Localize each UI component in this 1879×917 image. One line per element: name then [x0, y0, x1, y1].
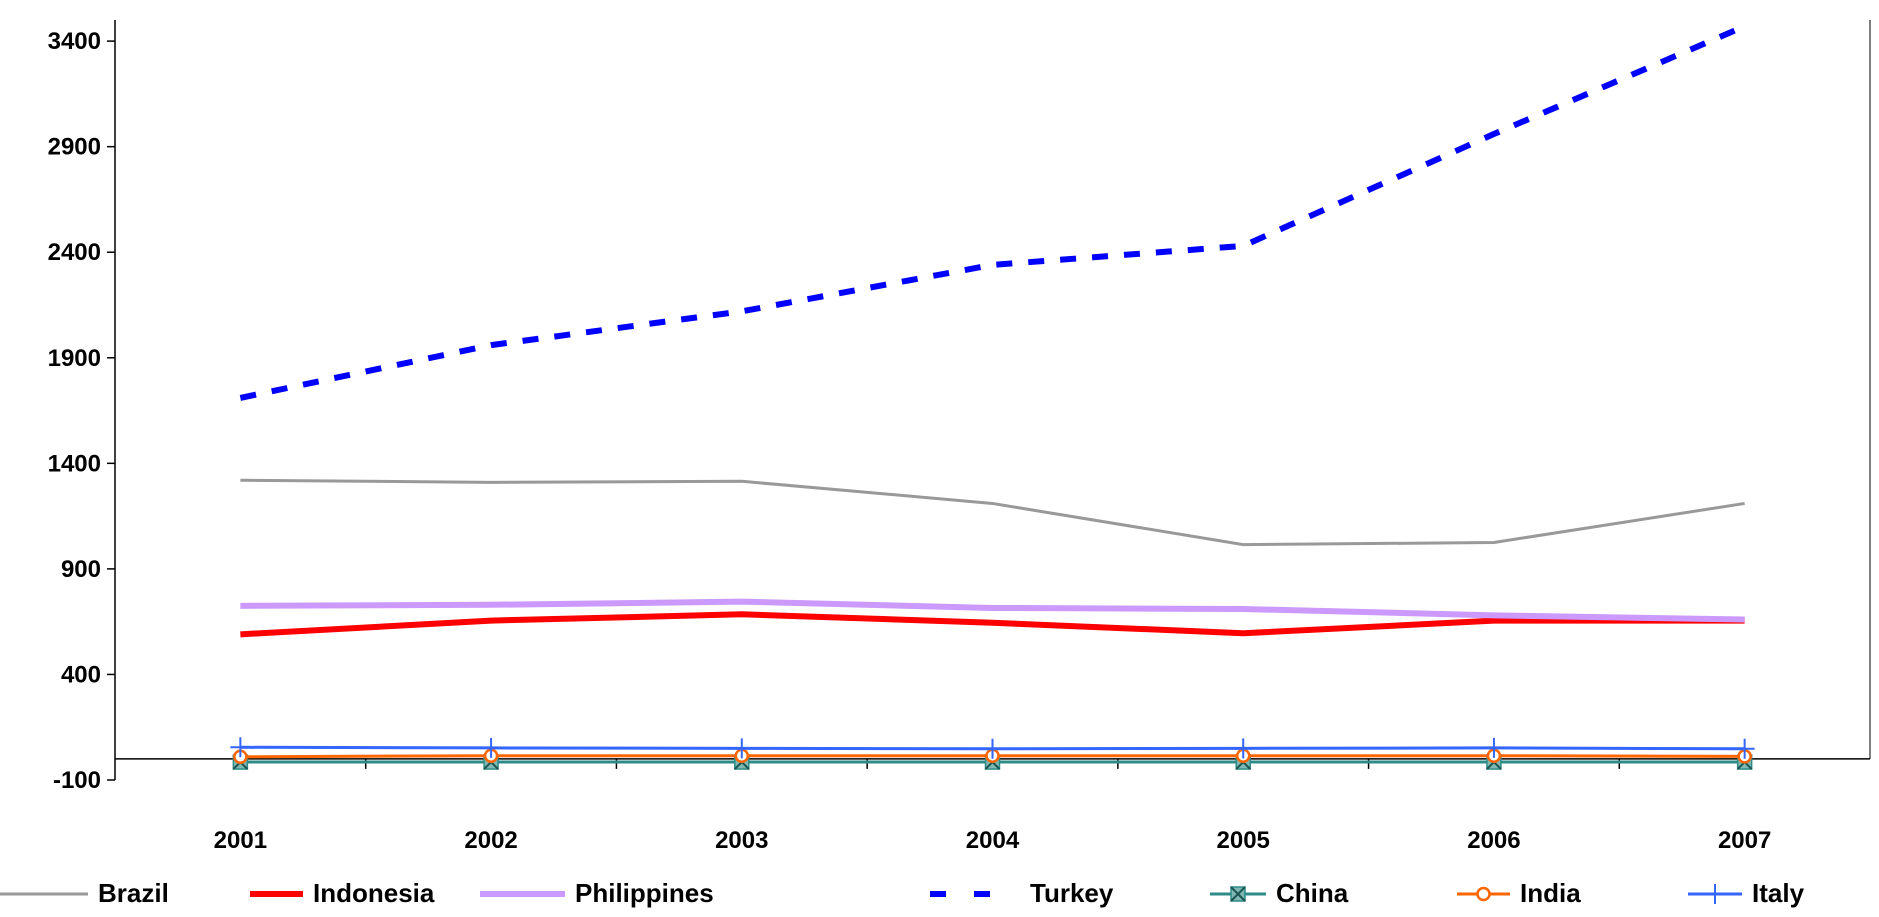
- y-tick-label: 3400: [48, 28, 101, 55]
- legend-label-china: China: [1276, 878, 1349, 908]
- series-line-philippines: [240, 598, 1745, 623]
- x-tick-label: 2004: [966, 827, 1020, 854]
- series-turkey: [239, 23, 1746, 401]
- x-tick-label: 2003: [715, 827, 768, 854]
- legend-marker-italy: [1705, 884, 1725, 904]
- legend-label-indonesia: Indonesia: [313, 878, 435, 908]
- x-tick-label: 2006: [1467, 827, 1520, 854]
- legend-marker-china-cross: [1230, 886, 1246, 902]
- x-tick-label: 2007: [1718, 827, 1771, 854]
- data-point-italy: [1734, 738, 1755, 759]
- legend-item-turkey: Turkey: [930, 878, 1114, 908]
- x-tick-label: 2001: [214, 827, 267, 854]
- chart-axes: -100 400 900 1400 1900 2400 2900 3400 2001 2002 20…: [48, 20, 1871, 854]
- series-line-brazil: [240, 478, 1745, 547]
- data-point-italy: [481, 737, 502, 758]
- legend-item-brazil: Brazil: [0, 878, 169, 908]
- series-line-turkey: [239, 23, 1746, 401]
- series-philippines: [240, 598, 1745, 623]
- y-tick-label: 1900: [48, 345, 101, 372]
- legend-item-india: India: [1457, 878, 1581, 908]
- series-brazil: [240, 478, 1745, 547]
- series-line-indonesia: [240, 611, 1745, 638]
- series-italy: [230, 737, 1755, 759]
- y-tick-label: 900: [61, 556, 101, 583]
- data-point-italy: [1233, 738, 1254, 759]
- legend-marker-india: [1476, 886, 1491, 902]
- y-tick-label: 2900: [48, 134, 101, 161]
- legend-item-italy: Italy: [1688, 878, 1805, 908]
- series-indonesia: [240, 611, 1745, 638]
- legend-label-brazil: Brazil: [98, 878, 169, 908]
- data-point-italy: [230, 737, 251, 758]
- y-tick-label: 400: [61, 661, 101, 688]
- legend-label-turkey: Turkey: [1030, 878, 1114, 908]
- legend-item-indonesia: Indonesia: [250, 878, 435, 908]
- x-tick-label: 2005: [1217, 827, 1270, 854]
- data-point-italy: [731, 738, 752, 759]
- legend-label-philippines: Philippines: [575, 878, 714, 908]
- data-point-italy: [982, 738, 1003, 759]
- y-tick-label: 1400: [48, 450, 101, 477]
- legend-item-philippines: Philippines: [480, 878, 714, 908]
- legend-label-italy: Italy: [1752, 878, 1805, 908]
- legend-item-china: China: [1210, 878, 1349, 908]
- legend: Brazil Indonesia Philippines Turkey China Ind…: [0, 878, 1805, 908]
- data-point-italy: [1483, 737, 1504, 758]
- legend-label-india: India: [1520, 878, 1581, 908]
- y-tick-label: -100: [53, 767, 101, 794]
- x-tick-label: 2002: [464, 827, 517, 854]
- y-tick-label: 2400: [48, 239, 101, 266]
- series-layer: [230, 23, 1755, 770]
